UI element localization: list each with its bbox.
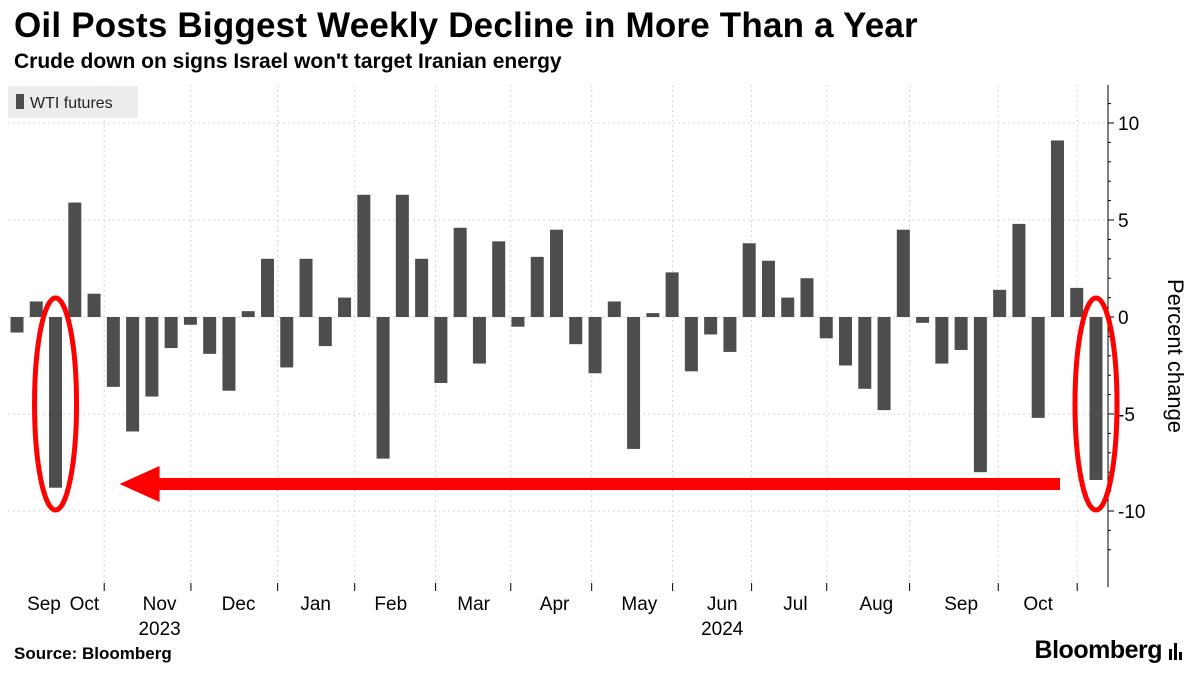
- x-month-label: Sep: [27, 594, 61, 615]
- y-tick-label: 5: [1118, 211, 1129, 232]
- y-tick-label: 10: [1118, 114, 1139, 135]
- x-month-label: Oct: [1023, 594, 1053, 615]
- bar-week-48: [916, 317, 930, 323]
- bar-week-57: [1089, 317, 1103, 480]
- y-tick-label: -5: [1118, 405, 1135, 426]
- bar-week-34: [646, 313, 660, 317]
- bar-week-36: [684, 317, 698, 372]
- legend-swatch: [16, 94, 24, 109]
- arrow-head: [119, 466, 160, 502]
- x-month-label: Apr: [540, 594, 570, 615]
- bar-week-55: [1050, 140, 1064, 317]
- x-month-label: Jan: [300, 594, 331, 615]
- bar-week-3: [49, 317, 63, 488]
- x-month-label: Aug: [859, 594, 893, 615]
- source-note: Source: Bloomberg: [14, 644, 172, 663]
- bar-week-9: [164, 317, 178, 349]
- bar-week-33: [627, 317, 641, 449]
- bar-week-26: [492, 241, 506, 317]
- x-month-label: Jun: [707, 594, 738, 615]
- x-month-label: Nov: [143, 594, 177, 615]
- bar-week-13: [241, 311, 255, 317]
- brand-name: Bloomberg: [1034, 636, 1163, 664]
- bar-week-56: [1070, 287, 1084, 317]
- x-month-label: Sep: [944, 594, 978, 615]
- highlight-ellipse: [32, 295, 80, 513]
- y-axis-label: Percent change: [1163, 279, 1188, 433]
- bar-week-6: [106, 317, 120, 387]
- chart-subtitle: Crude down on signs Israel won't target …: [14, 50, 562, 73]
- legend-box: [8, 86, 138, 118]
- bar-week-21: [395, 194, 409, 317]
- bar-week-5: [87, 293, 101, 317]
- bar-week-45: [858, 317, 872, 389]
- x-month-label: Dec: [222, 594, 256, 615]
- bar-week-12: [222, 317, 236, 391]
- bar-week-23: [434, 317, 448, 383]
- x-year-label: 2023: [138, 619, 180, 640]
- x-month-label: Mar: [457, 594, 490, 615]
- bar-week-40: [761, 260, 775, 317]
- bar-week-46: [877, 317, 891, 411]
- x-month-label: Oct: [70, 594, 100, 615]
- bar-week-54: [1031, 317, 1045, 418]
- bar-week-14: [260, 258, 274, 317]
- bar-week-49: [935, 317, 949, 364]
- bar-week-17: [318, 317, 332, 347]
- bar-week-24: [453, 227, 467, 317]
- bar-week-15: [280, 317, 294, 368]
- bar-week-30: [569, 317, 583, 345]
- bar-week-18: [338, 297, 352, 317]
- bar-week-22: [415, 258, 429, 317]
- bar-week-41: [781, 297, 795, 317]
- x-month-label: Jul: [783, 594, 807, 615]
- bar-week-50: [954, 317, 968, 350]
- brand-logo: Bloomberg: [1035, 636, 1184, 665]
- bar-week-51: [973, 317, 987, 473]
- bar-week-28: [530, 256, 544, 317]
- x-month-label: Feb: [374, 594, 407, 615]
- bar-week-32: [607, 301, 621, 317]
- bar-week-53: [1012, 223, 1026, 317]
- legend-label: WTI futures: [30, 95, 113, 112]
- bar-week-39: [742, 243, 756, 317]
- bloomberg-chart-icon: [1169, 642, 1182, 660]
- bar-week-31: [588, 317, 602, 374]
- bar-week-27: [511, 317, 525, 327]
- bar-week-43: [819, 317, 833, 339]
- chart-title: Oil Posts Biggest Weekly Decline in More…: [14, 6, 918, 45]
- bar-week-1: [10, 317, 24, 333]
- bar-week-44: [839, 317, 853, 366]
- bar-week-19: [357, 194, 371, 317]
- bar-week-16: [299, 258, 313, 317]
- bar-week-10: [183, 317, 197, 325]
- bar-week-8: [145, 317, 159, 397]
- bar-week-25: [472, 317, 486, 364]
- bar-week-7: [126, 317, 140, 432]
- bar-week-29: [550, 229, 563, 317]
- y-tick-label: -10: [1118, 502, 1145, 523]
- highlight-ellipse: [1072, 295, 1120, 513]
- bar-week-20: [376, 317, 390, 459]
- bar-week-37: [704, 317, 718, 335]
- bar-week-2: [29, 301, 43, 317]
- bar-week-38: [723, 317, 737, 352]
- bar-week-4: [68, 202, 82, 317]
- bar-week-11: [203, 317, 217, 354]
- x-year-label: 2024: [701, 619, 744, 640]
- bar-week-35: [665, 272, 679, 317]
- y-tick-label: 0: [1118, 308, 1129, 329]
- bar-week-42: [800, 278, 814, 317]
- bar-week-52: [993, 289, 1007, 317]
- x-month-label: May: [621, 594, 657, 615]
- bar-week-47: [896, 229, 910, 317]
